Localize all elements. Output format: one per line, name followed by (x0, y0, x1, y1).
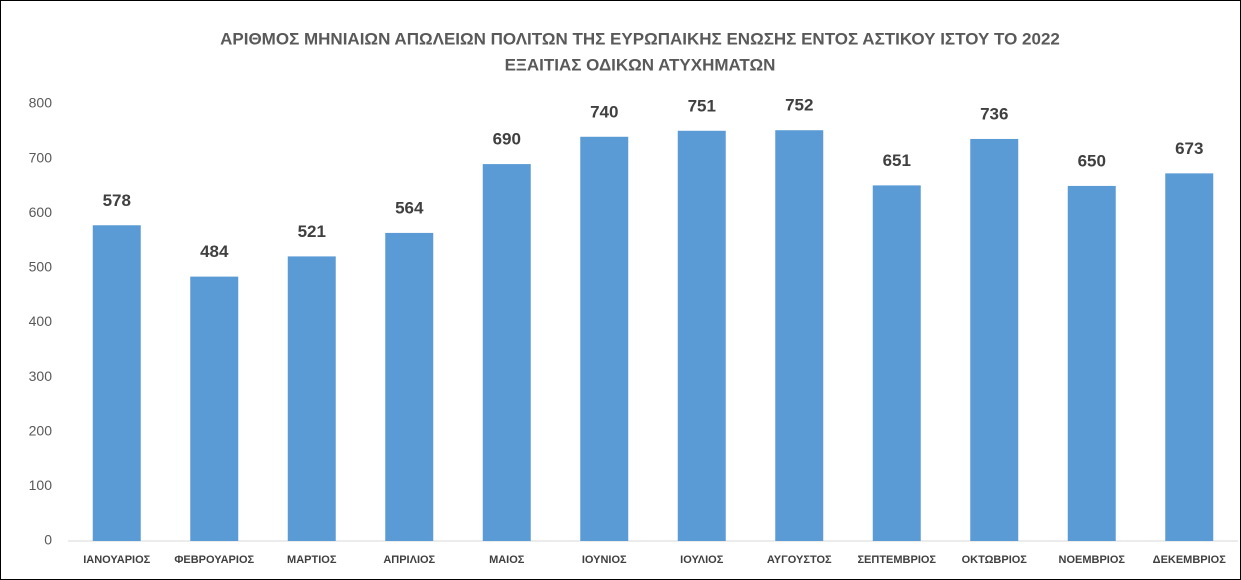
data-label: 484 (200, 242, 229, 261)
y-tick-label: 400 (29, 313, 53, 329)
x-tick-label: ΑΠΡΙΛΙΟΣ (383, 554, 435, 566)
y-tick-label: 300 (29, 368, 53, 384)
chart-title: ΑΡΙΘΜΟΣ ΜΗΝΙΑΙΩΝ ΑΠΩΛΕΙΩΝ ΠΟΛΙΤΩΝ ΤΗΣ ΕΥ… (220, 29, 1060, 48)
x-tick-label: ΙΑΝΟΥΑΡΙΟΣ (83, 554, 150, 566)
x-tick-label: ΑΥΓΟΥΣΤΟΣ (767, 554, 832, 566)
bar (287, 256, 336, 541)
y-tick-label: 0 (44, 532, 52, 548)
data-label: 578 (103, 191, 131, 210)
bar (677, 130, 726, 542)
y-tick-label: 200 (29, 422, 53, 438)
data-label: 673 (1175, 139, 1203, 158)
bar (872, 185, 921, 542)
chart-title: ΕΞΑΙΤΙΑΣ ΟΔΙΚΩΝ ΑΤΥΧΗΜΑΤΩΝ (505, 55, 776, 74)
x-tick-label: ΙΟΥΝΙΟΣ (582, 554, 627, 566)
y-tick-label: 500 (29, 259, 53, 275)
data-label: 564 (395, 198, 424, 217)
y-tick-label: 600 (29, 204, 53, 220)
y-tick-label: 100 (29, 477, 53, 493)
x-tick-label: ΔΕΚΕΜΒΡΙΟΣ (1153, 554, 1227, 566)
data-label: 736 (980, 104, 1008, 123)
x-tick-label: ΝΟΕΜΒΡΙΟΣ (1059, 554, 1126, 566)
x-tick-label: ΙΟΥΛΙΟΣ (680, 554, 724, 566)
x-tick-label: ΦΕΒΡΟΥΑΡΙΟΣ (174, 554, 254, 566)
data-label: 751 (688, 96, 716, 115)
data-label: 650 (1078, 151, 1106, 170)
bar (482, 164, 531, 541)
x-tick-label: ΜΑΡΤΙΟΣ (287, 554, 337, 566)
bar (385, 232, 434, 542)
y-tick-label: 800 (29, 95, 53, 111)
data-label: 690 (493, 130, 521, 149)
bar (92, 225, 141, 541)
x-tick-label: ΣΕΠΤΕΜΒΡΙΟΣ (857, 554, 936, 566)
x-tick-label: ΜΑΙΟΣ (489, 554, 525, 566)
data-label: 651 (883, 151, 911, 170)
bar (775, 130, 824, 541)
y-tick-label: 700 (29, 149, 53, 165)
data-label: 752 (785, 96, 813, 115)
data-label: 740 (590, 102, 618, 121)
bar (190, 276, 239, 541)
bar (580, 136, 629, 541)
bar (970, 138, 1019, 541)
bar (1165, 173, 1214, 541)
x-tick-label: ΟΚΤΩΒΡΙΟΣ (962, 554, 1028, 566)
data-label: 521 (298, 222, 326, 241)
bar (1067, 185, 1116, 541)
